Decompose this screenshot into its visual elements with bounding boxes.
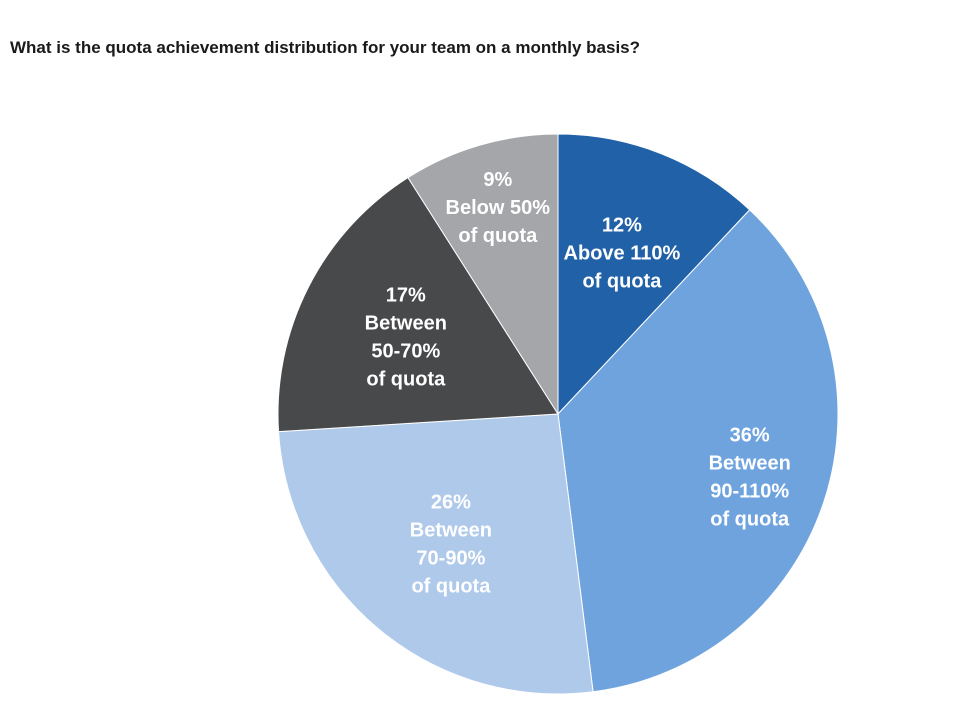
pie-slice-label-line: Between [709,452,791,474]
pie-slice-label-line: 90-110% [710,480,789,502]
pie-slice-label-line: of quota [366,369,446,391]
pie-slice-label-line: 36% [730,424,770,446]
pie-slice-label-line: 50-70% [371,341,440,363]
pie-slice-label: 26% Between 70-90% of quota [410,491,492,597]
pie-slice [407,133,559,416]
pie-slice-labels: 12% Above 110% of quota 36% Between 90-110% of… [365,169,791,597]
pie-slice-label-line: Between [365,313,447,335]
pie-slice-label-line: of quota [710,508,790,530]
pie-slice-label-line: Below 50% [446,197,551,219]
pie-slice-label: 17% Between 50-70% of quota [365,285,447,391]
pie-slice [557,209,839,693]
pie-slice [278,413,594,695]
pie-slice-label-line: of quota [582,271,662,293]
pie-slice-label-line: 17% [386,285,426,307]
pie-slice-label-line: of quota [411,575,491,597]
pie-slice-label-line: 26% [431,491,471,513]
pie-slice [557,133,751,416]
pie-slice-label-line: Between [410,519,492,541]
pie-slice-label: 12% Above 110% of quota [564,215,681,293]
pie-slice-label-line: 9% [483,169,512,191]
pie-slice-label-line: 70-90% [416,547,485,569]
pie-slice-label: 9% Below 50% of quota [446,169,551,247]
chart-title: What is the quota achievement distributi… [10,38,641,57]
pie-slices [277,133,839,695]
pie-slice-label-line: 12% [602,215,642,237]
pie-slice [277,176,559,433]
pie-slice-label-line: of quota [458,225,538,247]
pie-slice-label: 36% Between 90-110% of quota [709,424,791,530]
pie-slice-label-line: Above 110% [564,243,681,265]
